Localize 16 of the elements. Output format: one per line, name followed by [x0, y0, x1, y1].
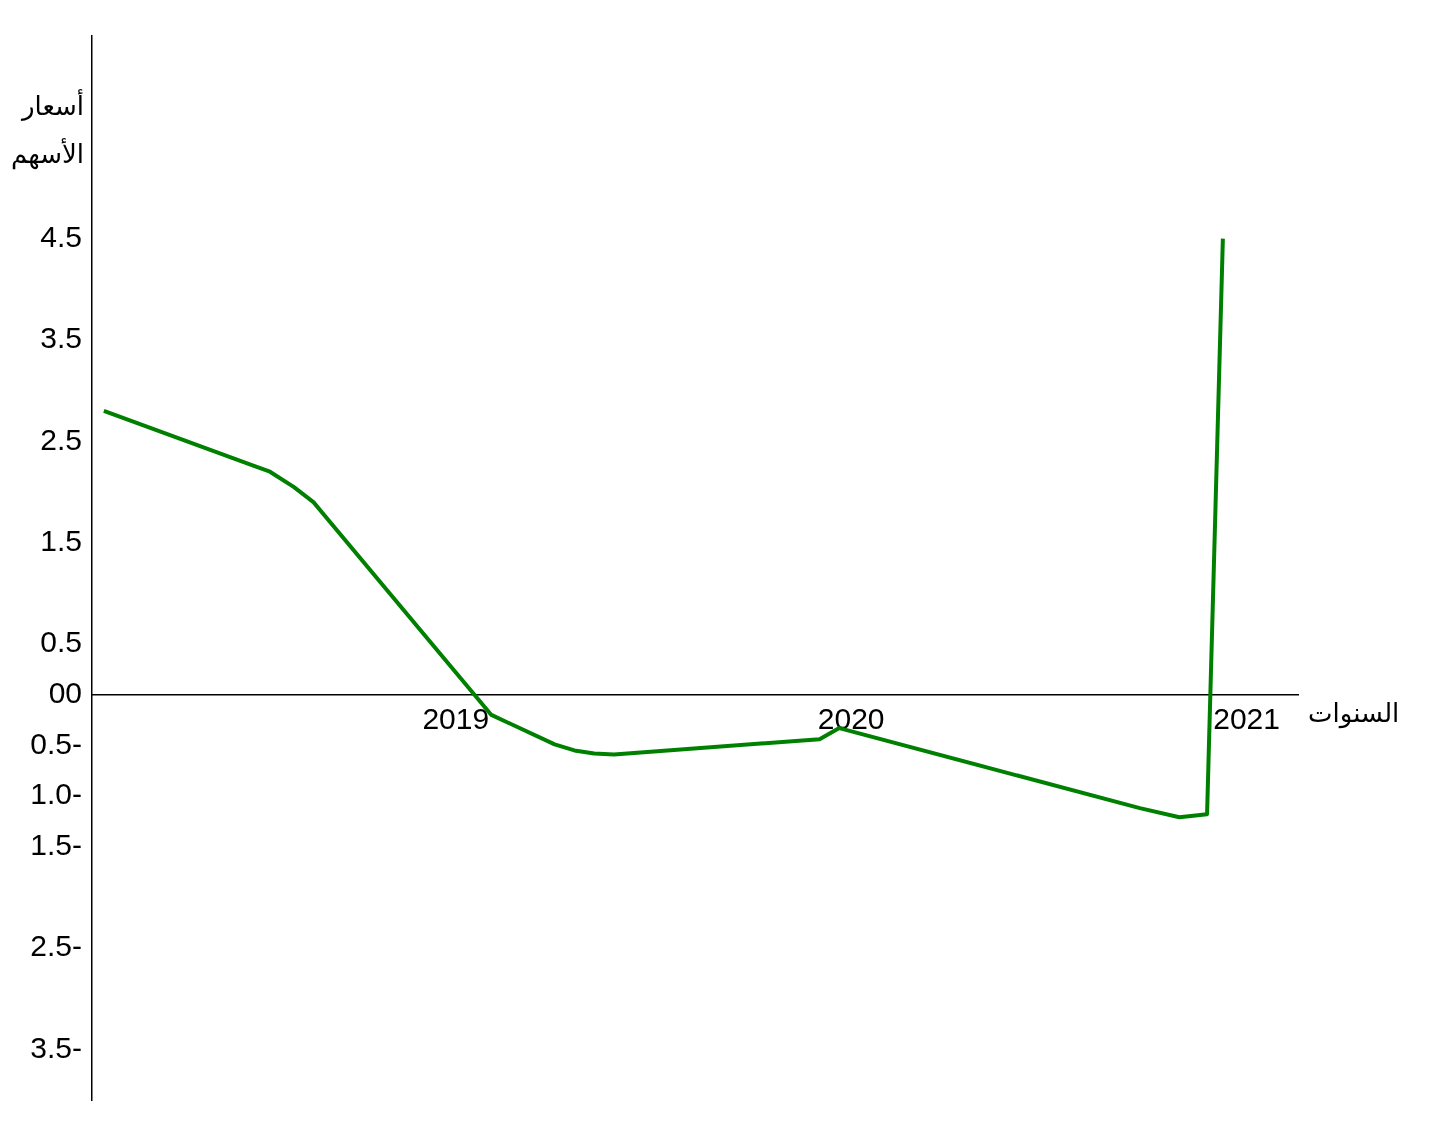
y-tick-label: 2.5-	[30, 929, 82, 963]
y-tick-label: 0.5	[40, 625, 82, 659]
y-tick-label: 2.5	[40, 422, 82, 456]
y-tick-label: 00	[48, 675, 82, 709]
y-tick-label: 3.5	[40, 321, 82, 355]
y-tick-label: 1.0-	[30, 777, 82, 811]
y-tick-label: 1.5	[40, 523, 82, 557]
y-tick-label: 0.5-	[30, 726, 82, 760]
y-tick-label: 4.5	[40, 219, 82, 253]
x-tick-label: 2020	[817, 701, 885, 735]
x-axis-title: السنوات	[1308, 697, 1400, 729]
y-tick-label: 3.5-	[30, 1030, 82, 1064]
x-tick-label: 2021	[1213, 701, 1280, 735]
x-tick-label: 2019	[422, 701, 490, 735]
y-axis-title: أسعار الأسهم	[10, 88, 84, 171]
y-tick-label: 1.5-	[30, 827, 82, 861]
